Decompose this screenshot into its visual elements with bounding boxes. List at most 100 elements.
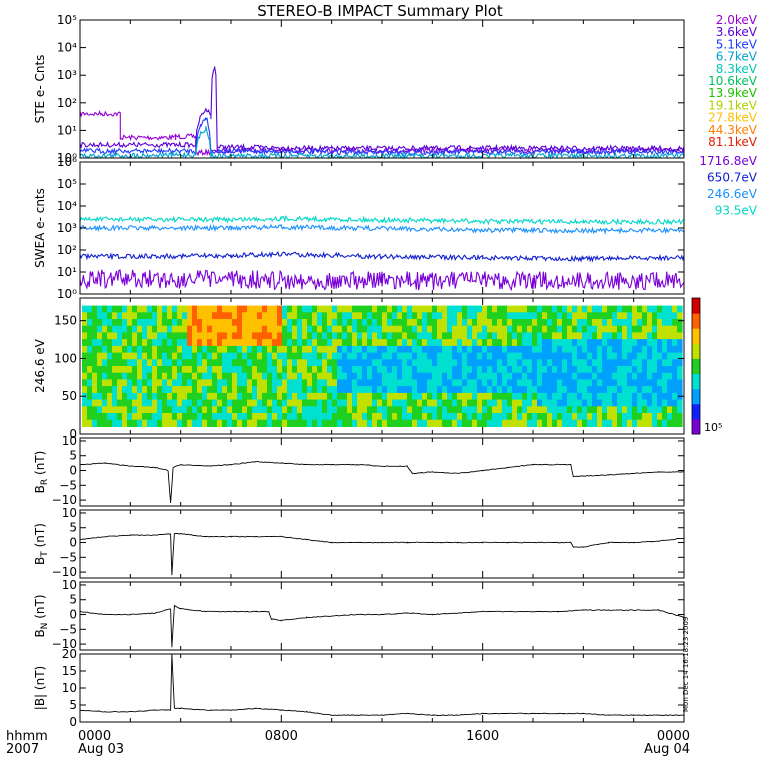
- heatmap-cell: [382, 386, 388, 394]
- heatmap-cell: [677, 386, 683, 394]
- heatmap-cell: [172, 359, 178, 367]
- heatmap-cell: [327, 419, 333, 427]
- heatmap-cell: [562, 419, 568, 427]
- heatmap-cell: [672, 339, 678, 347]
- heatmap-cell: [472, 332, 478, 340]
- heatmap-cell: [417, 379, 423, 387]
- heatmap-cell: [497, 379, 503, 387]
- heatmap-cell: [557, 379, 563, 387]
- heatmap-cell: [287, 406, 293, 414]
- heatmap-cell: [372, 392, 378, 401]
- heatmap-cell: [97, 372, 103, 380]
- heatmap-cell: [317, 325, 323, 333]
- heatmap-cell: [347, 339, 353, 347]
- heatmap-cell: [567, 345, 573, 354]
- heatmap-cell: [657, 345, 663, 354]
- heatmap-cell: [332, 352, 338, 360]
- heatmap-cell: [242, 379, 248, 387]
- heatmap-cell: [427, 419, 433, 427]
- heatmap-cell: [332, 345, 338, 354]
- heatmap-cell: [447, 305, 453, 313]
- heatmap-cell: [507, 345, 513, 354]
- colorbar-frame: [691, 297, 701, 435]
- heatmap-cell: [342, 305, 348, 313]
- heatmap-cell: [482, 345, 488, 354]
- heatmap-cell: [222, 379, 228, 387]
- heatmap-cell: [402, 413, 408, 421]
- heatmap-cell: [237, 339, 243, 347]
- heatmap-cell: [542, 332, 548, 340]
- heatmap-cell: [142, 319, 148, 327]
- heatmap-cell: [112, 366, 118, 374]
- heatmap-cell: [422, 386, 428, 394]
- heatmap-cell: [472, 325, 478, 333]
- heatmap-cell: [477, 386, 483, 394]
- heatmap-cell: [587, 413, 593, 421]
- heatmap-cell: [582, 345, 588, 354]
- heatmap-cell: [627, 352, 633, 360]
- heatmap-cell: [187, 319, 193, 327]
- heatmap-cell: [572, 359, 578, 367]
- heatmap-cell: [497, 339, 503, 347]
- heatmap-cell: [387, 345, 393, 354]
- heatmap-cell: [592, 332, 598, 340]
- heatmap-cell: [487, 305, 493, 313]
- heatmap-cell: [592, 359, 598, 367]
- heatmap-cell: [417, 386, 423, 394]
- heatmap-cell: [392, 319, 398, 327]
- heatmap-cell: [592, 312, 598, 320]
- heatmap-cell: [117, 372, 123, 380]
- heatmap-cell: [147, 319, 153, 327]
- heatmap-cell: [677, 332, 683, 340]
- heatmap-cell: [327, 392, 333, 401]
- heatmap-cell: [227, 386, 233, 394]
- heatmap-cell: [412, 372, 418, 380]
- heatmap-cell: [387, 339, 393, 347]
- heatmap-cell: [517, 413, 523, 421]
- heatmap-cell: [422, 305, 428, 313]
- heatmap-cell: [592, 379, 598, 387]
- heatmap-cell: [317, 305, 323, 313]
- heatmap-cell: [592, 366, 598, 374]
- heatmap-cell: [542, 379, 548, 387]
- heatmap-cell: [337, 305, 343, 313]
- heatmap-cell: [542, 359, 548, 367]
- heatmap-cell: [587, 419, 593, 427]
- heatmap-cell: [437, 406, 443, 414]
- heatmap-cell: [247, 339, 253, 347]
- heatmap-cell: [677, 339, 683, 347]
- heatmap-cell: [337, 392, 343, 401]
- heatmap-cell: [157, 392, 163, 401]
- heatmap-cell: [607, 339, 613, 347]
- heatmap-cell: [437, 305, 443, 313]
- heatmap-cell: [337, 319, 343, 327]
- heatmap-cell: [177, 419, 183, 427]
- heatmap-cell: [612, 319, 618, 327]
- heatmap-cell: [87, 332, 93, 340]
- heatmap-cell: [627, 339, 633, 347]
- heatmap-cell: [207, 392, 213, 401]
- heatmap-cell: [567, 406, 573, 414]
- heatmap-cell: [262, 406, 268, 414]
- heatmap-cell: [257, 359, 263, 367]
- heatmap-cell: [112, 359, 118, 367]
- heatmap-cell: [157, 379, 163, 387]
- heatmap-cell: [422, 419, 428, 427]
- heatmap-cell: [232, 419, 238, 427]
- heatmap-cell: [377, 413, 383, 421]
- heatmap-cell: [342, 325, 348, 333]
- heatmap-cell: [147, 379, 153, 387]
- heatmap-cell: [537, 413, 543, 421]
- heatmap-cell: [382, 399, 388, 407]
- heatmap-cell: [662, 406, 668, 414]
- heatmap-cell: [432, 345, 438, 354]
- heatmap-cell: [462, 406, 468, 414]
- heatmap-cell: [632, 352, 638, 360]
- heatmap-cell: [472, 399, 478, 407]
- heatmap-cell: [392, 332, 398, 340]
- heatmap-cell: [182, 406, 188, 414]
- heatmap-cell: [667, 366, 673, 374]
- colorbar: 10⁵: [691, 297, 722, 435]
- heatmap-cell: [532, 366, 538, 374]
- heatmap-cell: [512, 359, 518, 367]
